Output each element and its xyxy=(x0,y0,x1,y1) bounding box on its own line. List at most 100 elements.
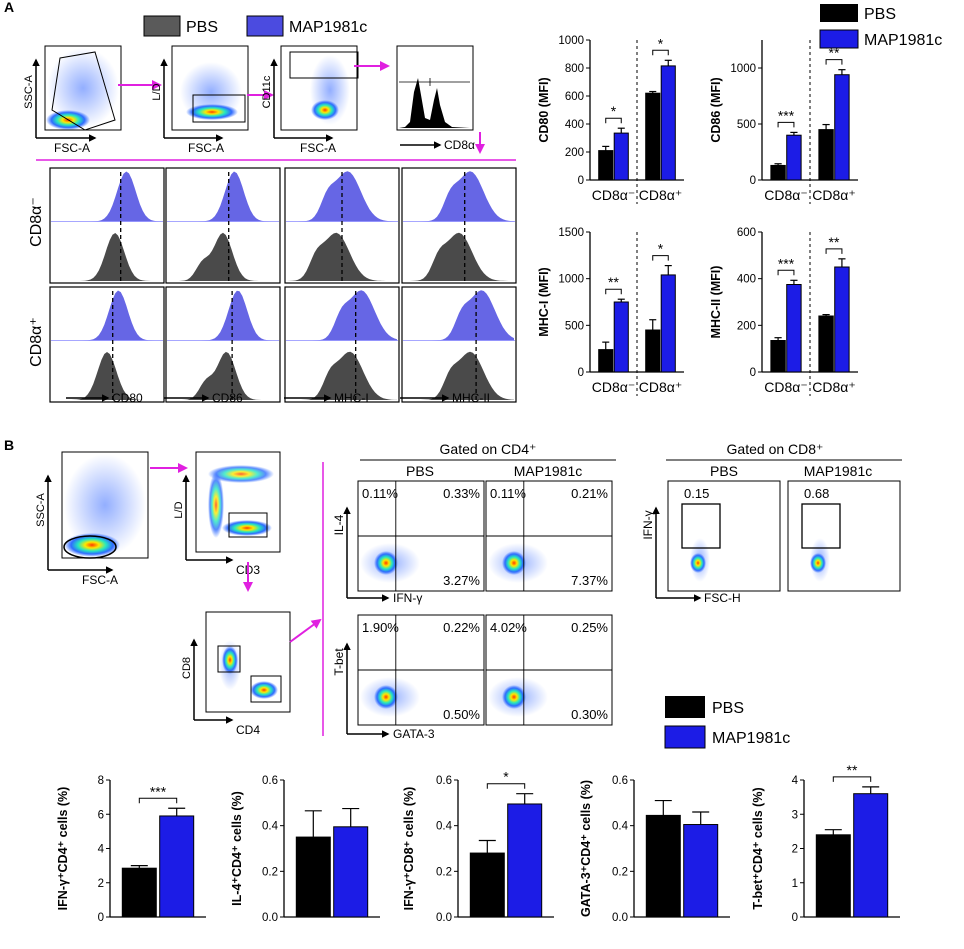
histogram-cell xyxy=(284,167,400,284)
bar-pbs xyxy=(598,150,614,181)
bar-map1981c xyxy=(159,815,195,918)
legend-right-map-label: MAP1981c xyxy=(864,32,942,49)
significance-bracket xyxy=(777,121,795,128)
y-tick-label: 500 xyxy=(565,320,584,332)
y-tick-label: 0.6 xyxy=(436,775,452,787)
y-axis-label: CD80 (MFI) xyxy=(537,77,551,142)
significance-bracket xyxy=(825,59,843,65)
a3-x-label: FSC-A xyxy=(300,141,336,155)
row-label-cd8neg: CD8α⁻ xyxy=(28,197,45,247)
map-histogram xyxy=(287,290,397,341)
map-histogram xyxy=(52,290,162,341)
significance-mark: * xyxy=(611,103,617,119)
b3-x-label: CD4 xyxy=(236,723,260,737)
bar-pbs xyxy=(818,315,834,373)
significance-bracket xyxy=(486,783,526,789)
legend-b-pbs-swatch xyxy=(665,696,705,718)
y-tick-label: 0 xyxy=(750,175,756,187)
significance-bracket xyxy=(832,776,872,782)
significance-bracket xyxy=(605,117,622,124)
bar-map1981c xyxy=(683,824,719,918)
pbs-histogram xyxy=(287,351,397,400)
cd4-group-map: MAP1981c xyxy=(514,463,582,479)
histogram-cell xyxy=(401,286,517,403)
quadrant-ul-value: 4.02% xyxy=(490,620,527,635)
significance-bracket xyxy=(777,269,795,276)
pbs-histogram xyxy=(168,351,278,400)
y-tick-label: 400 xyxy=(565,119,584,131)
y-tick-label: 0.6 xyxy=(262,775,278,787)
legend-a-right: PBS MAP1981c xyxy=(819,4,942,49)
event-density xyxy=(810,553,826,573)
bar-pbs xyxy=(818,129,834,181)
histogram-cell xyxy=(49,167,165,284)
legend-b: PBS MAP1981c xyxy=(664,696,790,749)
il4-ifng-map1981c: 0.11% 0.21% 7.37% xyxy=(485,480,613,592)
group-label: CD8α⁺ xyxy=(639,187,683,203)
y-tick-label: 3 xyxy=(792,809,798,821)
significance-bracket xyxy=(138,797,178,804)
legend-top: PBS MAP1981c xyxy=(143,15,367,37)
bar-map1981c xyxy=(613,301,629,373)
y-tick-label: 400 xyxy=(737,274,756,286)
gating-plot-b3: CD8 CD4 xyxy=(181,611,291,737)
group-label: CD8α⁻ xyxy=(592,187,636,203)
gating-plot-a3: CD11c FSC-A xyxy=(261,45,359,155)
cd4-group-pbs: PBS xyxy=(406,463,434,479)
bar-map1981c xyxy=(507,803,543,918)
significance-mark: *** xyxy=(778,255,795,271)
significance-mark: ** xyxy=(608,274,619,290)
quadrant-lr-value: 7.37% xyxy=(571,573,608,588)
gating-plot-a1: SSC-A FSC-A xyxy=(23,45,122,155)
y-tick-label: 4 xyxy=(98,844,105,856)
gating-plot-a4: CD8α xyxy=(396,45,475,152)
y-tick-label: 0.2 xyxy=(262,866,278,878)
event-density xyxy=(502,551,526,575)
cd8-header: Gated on CD8⁺ xyxy=(727,441,824,457)
y-axis-label: GATA-3⁺CD4⁺ cells (%) xyxy=(579,780,593,917)
pbs-histogram xyxy=(168,232,278,281)
group-label: CD8α⁻ xyxy=(764,379,808,395)
bar-map1981c xyxy=(613,132,629,181)
y-tick-label: 1000 xyxy=(558,274,584,286)
bar-pbs xyxy=(645,92,661,181)
cd8-gate xyxy=(801,503,841,549)
legend-right-pbs-label: PBS xyxy=(864,6,896,23)
hist-label-cd86: CD86 xyxy=(212,391,243,405)
group-label: CD8α⁺ xyxy=(812,379,856,395)
significance-bracket xyxy=(825,248,843,254)
y-axis-label: IFN-γ⁺CD4⁺ cells (%) xyxy=(56,787,70,911)
significance-bracket xyxy=(652,49,669,56)
quad2-y-label: T-bet xyxy=(332,648,346,676)
y-tick-label: 0 xyxy=(578,367,584,379)
legend-b-map-label: MAP1981c xyxy=(712,730,790,747)
panel-a-letter: A xyxy=(4,0,14,15)
cd8-x-label: FSC-H xyxy=(704,591,741,605)
quadrant-ul-value: 1.90% xyxy=(362,620,399,635)
pbs-histogram xyxy=(52,233,162,281)
cd8-ifng-map1981c: 0.68 xyxy=(787,480,901,592)
group-label: CD8α⁻ xyxy=(764,187,808,203)
y-axis-label: MHC-I (MFI) xyxy=(537,267,551,336)
hist-label-cd80: CD80 xyxy=(112,391,143,405)
cd8-ifng-pbs: 0.15 xyxy=(667,480,781,592)
bar-chart-tbet_cd4: 0 1 2 3 4 T-bet⁺CD4⁺ cells (%) ** xyxy=(751,762,900,924)
a1-x-label: FSC-A xyxy=(54,141,90,155)
y-axis-label: MHC-II (MFI) xyxy=(709,266,723,339)
bar-chart-ifng_cd4: 0 2 4 6 8 IFN-γ⁺CD4⁺ cells (%) *** xyxy=(56,775,206,924)
y-tick-label: 1 xyxy=(792,878,798,890)
y-tick-label: 200 xyxy=(737,320,756,332)
y-tick-label: 600 xyxy=(565,91,584,103)
a1-y-label: SSC-A xyxy=(23,75,35,109)
group-label: CD8α⁻ xyxy=(592,379,636,395)
panel-b-letter: B xyxy=(4,437,14,453)
legend-b-pbs-label: PBS xyxy=(712,700,744,717)
b1-y-label: SSC-A xyxy=(35,493,47,527)
pbs-histogram xyxy=(52,352,162,400)
y-tick-label: 600 xyxy=(737,227,756,239)
bar-pbs xyxy=(645,814,681,918)
b2-y-label: L/D xyxy=(173,501,185,518)
significance-mark: * xyxy=(658,35,664,51)
